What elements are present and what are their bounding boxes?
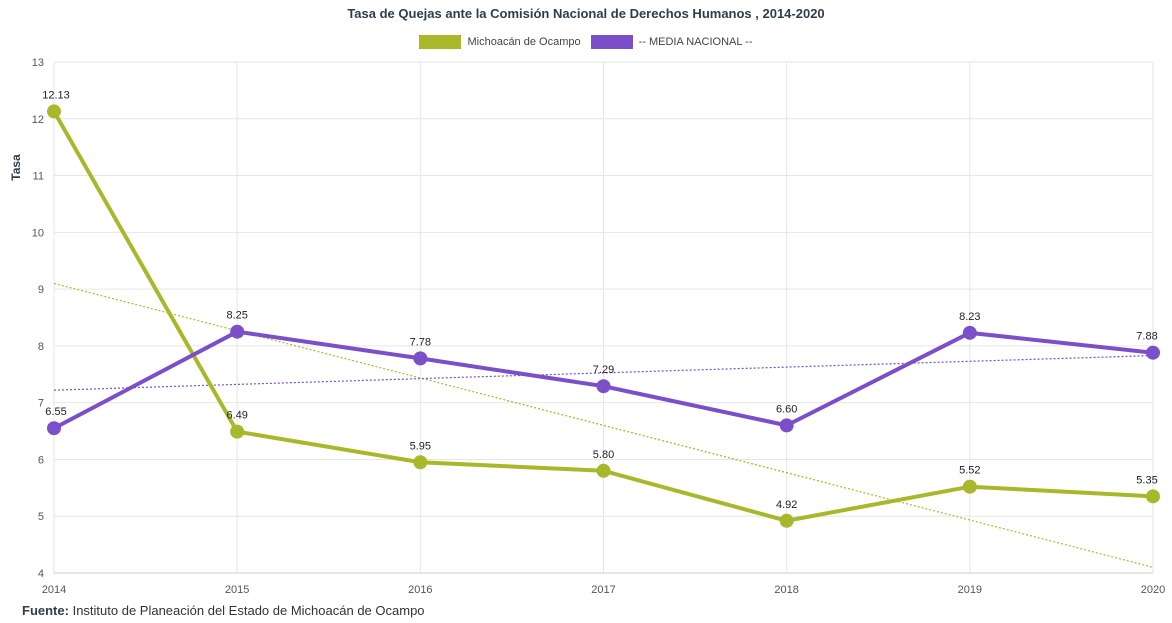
data-point-nacional bbox=[962, 325, 977, 340]
data-point-michoacan bbox=[596, 463, 611, 478]
x-tick-label: 2019 bbox=[958, 584, 982, 596]
data-label-nacional: 7.88 bbox=[1136, 331, 1157, 343]
source-text: Instituto de Planeación del Estado de Mi… bbox=[72, 603, 425, 618]
data-label-nacional: 8.23 bbox=[959, 311, 980, 323]
data-point-nacional bbox=[779, 418, 794, 433]
y-tick-label: 9 bbox=[38, 284, 44, 296]
source-label: Fuente: bbox=[22, 603, 69, 618]
data-label-nacional: 7.29 bbox=[593, 364, 614, 376]
data-label-michoacan: 12.13 bbox=[42, 89, 70, 101]
data-label-michoacan: 5.95 bbox=[410, 440, 431, 452]
y-tick-label: 10 bbox=[32, 227, 44, 239]
line-chart: 4 5 6 7 8 9 10 11 12 13 2014 2015 2016 2017 2018 2019 20… bbox=[9, 57, 1165, 596]
y-tick-label: 8 bbox=[38, 341, 44, 353]
y-tick-label: 6 bbox=[38, 454, 44, 466]
data-point-nacional bbox=[1146, 345, 1160, 360]
data-point-michoacan bbox=[47, 104, 61, 119]
legend: Michoacán de Ocampo -- MEDIA NACIONAL -- bbox=[0, 35, 1172, 49]
trendline-nacional bbox=[53, 354, 1154, 391]
data-point-nacional bbox=[596, 379, 611, 394]
data-point-nacional bbox=[230, 324, 245, 339]
data-point-nacional bbox=[47, 421, 61, 436]
data-point-michoacan bbox=[1146, 489, 1160, 504]
y-tick-label: 7 bbox=[38, 398, 44, 410]
x-tick-label: 2017 bbox=[591, 584, 615, 596]
data-label-michoacan: 5.52 bbox=[959, 465, 980, 477]
x-tick-label: 2020 bbox=[1141, 584, 1165, 596]
y-axis-title: Tasa bbox=[9, 154, 23, 181]
data-label-nacional: 8.25 bbox=[226, 310, 247, 322]
source-note: Fuente: Instituto de Planeación del Esta… bbox=[22, 603, 425, 618]
x-tick-label: 2015 bbox=[225, 584, 249, 596]
x-tick-label: 2014 bbox=[42, 584, 66, 596]
data-point-michoacan bbox=[413, 455, 428, 470]
data-label-nacional: 7.78 bbox=[410, 336, 431, 348]
legend-swatch-nacional bbox=[590, 35, 633, 49]
x-tick-label: 2016 bbox=[408, 584, 432, 596]
legend-item-michoacan[interactable]: Michoacán de Ocampo bbox=[419, 35, 581, 49]
data-label-michoacan: 5.35 bbox=[1136, 474, 1157, 486]
legend-label-michoacan: Michoacán de Ocampo bbox=[467, 36, 581, 48]
legend-swatch-michoacan bbox=[419, 35, 462, 49]
chart-title: Tasa de Quejas ante la Comisión Nacional… bbox=[347, 6, 825, 21]
data-label-michoacan: 6.49 bbox=[226, 410, 247, 422]
data-point-nacional bbox=[413, 351, 428, 366]
legend-item-nacional[interactable]: -- MEDIA NACIONAL -- bbox=[590, 35, 753, 49]
y-tick-label: 5 bbox=[38, 511, 44, 523]
legend-label-nacional: -- MEDIA NACIONAL -- bbox=[638, 36, 753, 48]
data-label-nacional: 6.60 bbox=[776, 403, 797, 415]
data-point-michoacan bbox=[230, 424, 245, 439]
data-point-michoacan bbox=[779, 513, 794, 528]
data-point-michoacan bbox=[962, 479, 977, 494]
y-tick-label: 4 bbox=[38, 568, 44, 580]
x-tick-label: 2018 bbox=[774, 584, 798, 596]
y-tick-label: 13 bbox=[32, 57, 44, 69]
data-label-nacional: 6.55 bbox=[45, 406, 66, 418]
y-tick-label: 12 bbox=[32, 114, 44, 126]
y-tick-label: 11 bbox=[33, 171, 44, 183]
data-label-michoacan: 4.92 bbox=[776, 499, 797, 511]
data-label-michoacan: 5.80 bbox=[593, 449, 614, 461]
